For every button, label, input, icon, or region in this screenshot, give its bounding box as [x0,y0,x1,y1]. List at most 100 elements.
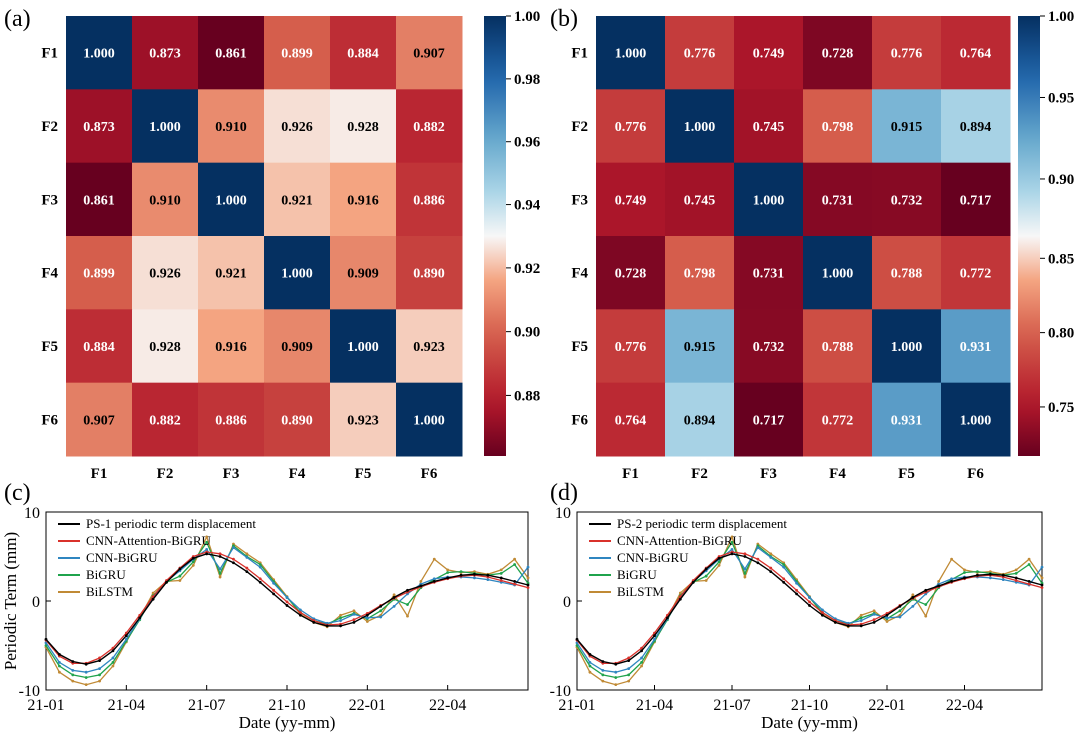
heatmap-cell [872,382,942,457]
data-point [730,535,734,539]
data-point [272,588,276,592]
data-point [846,624,850,628]
x-tick-label: 21-10 [268,697,305,714]
data-point [419,584,423,588]
heatmap-cell [803,236,873,310]
data-point [924,614,928,618]
row-label: F4 [41,266,58,282]
data-point [885,613,889,617]
y-tick-label: -10 [19,683,40,700]
data-point [57,664,61,668]
data-point [392,593,396,597]
legend-label: CNN-Attention-BiGRU [617,533,743,548]
data-point [588,653,592,656]
cell-value: 0.798 [684,267,716,282]
data-point [272,592,276,596]
colorbar-tick-label: 0.90 [514,325,540,341]
row-label: F2 [571,119,588,135]
data-point [769,555,773,559]
heatmap-cell [66,162,133,237]
heatmap-cell [132,16,199,90]
cell-value: 0.909 [347,267,379,282]
data-point [513,580,517,583]
heatmap-cell [665,236,735,310]
row-label: F3 [41,192,58,208]
cell-value: 0.899 [83,267,115,282]
data-point [782,580,786,584]
cell-value: 0.928 [149,340,181,355]
data-point [124,637,128,641]
data-point [872,609,876,613]
data-point [717,556,721,560]
cell-value: 0.910 [215,120,247,135]
data-point [339,624,342,628]
data-point [950,577,953,581]
data-point [285,600,289,604]
cell-value: 0.788 [822,340,854,355]
data-point [365,616,369,620]
data-point [963,571,966,574]
heatmap-cell [665,162,735,237]
data-point [808,604,811,607]
data-point [614,662,618,666]
data-point [44,637,48,641]
cell-value: 0.776 [615,120,647,135]
heatmap-cell [330,382,397,457]
cell-value: 0.772 [960,267,992,282]
data-point [885,616,889,620]
cell-value: 0.923 [347,413,379,428]
data-point [988,572,992,576]
data-point [937,584,941,588]
heatmap-cell [596,89,666,164]
heatmap-cell [198,309,265,384]
data-point [352,620,356,624]
cell-value: 0.931 [960,340,992,355]
data-point [191,556,195,560]
data-point [743,555,747,558]
x-tick-label: 21-07 [188,697,225,714]
x-axis-title: Date (yy-mm) [239,713,336,732]
data-point [627,656,631,660]
data-point [1040,583,1044,587]
data-point [640,661,643,664]
heatmap-cell [396,236,463,310]
data-point [526,586,530,590]
cell-value: 0.861 [83,193,115,208]
heatmap-cell [66,382,133,457]
data-point [601,673,605,677]
line-panel-c: (c) -10 0 10 21-01 21-04 21-07 21-10 22-01 22-04 D… [1,480,530,732]
col-label: F3 [760,466,777,482]
cell-value: 0.717 [960,193,992,208]
data-point [84,662,88,666]
data-point [499,576,503,580]
data-point [1027,563,1031,566]
data-point [924,603,928,606]
colorbar-tick-label: 0.85 [1048,251,1074,267]
data-point [218,572,222,575]
heatmap-cell [132,236,199,310]
heatmap-cell [396,162,463,237]
x-tick-label: 22-01 [349,697,386,714]
data-point [575,641,579,645]
data-point [98,679,101,683]
data-point [352,618,356,622]
data-point [419,580,423,583]
cell-value: 0.745 [684,193,716,208]
data-point [138,616,142,620]
data-point [218,567,222,571]
data-point [808,600,811,604]
data-point [339,619,342,622]
cell-value: 0.886 [413,193,445,208]
data-point [976,573,979,577]
cell-value: 0.884 [83,340,115,355]
data-point [653,637,656,641]
heatmap-cell [396,16,463,90]
data-point [924,588,928,592]
y-tick-label: -10 [550,683,571,700]
data-point [379,609,383,613]
data-point [57,653,61,656]
x-tick-label: 22-04 [946,697,983,714]
heatmap-cell [198,382,265,457]
cell-value: 0.884 [347,47,379,62]
heatmap-cell [872,89,942,164]
